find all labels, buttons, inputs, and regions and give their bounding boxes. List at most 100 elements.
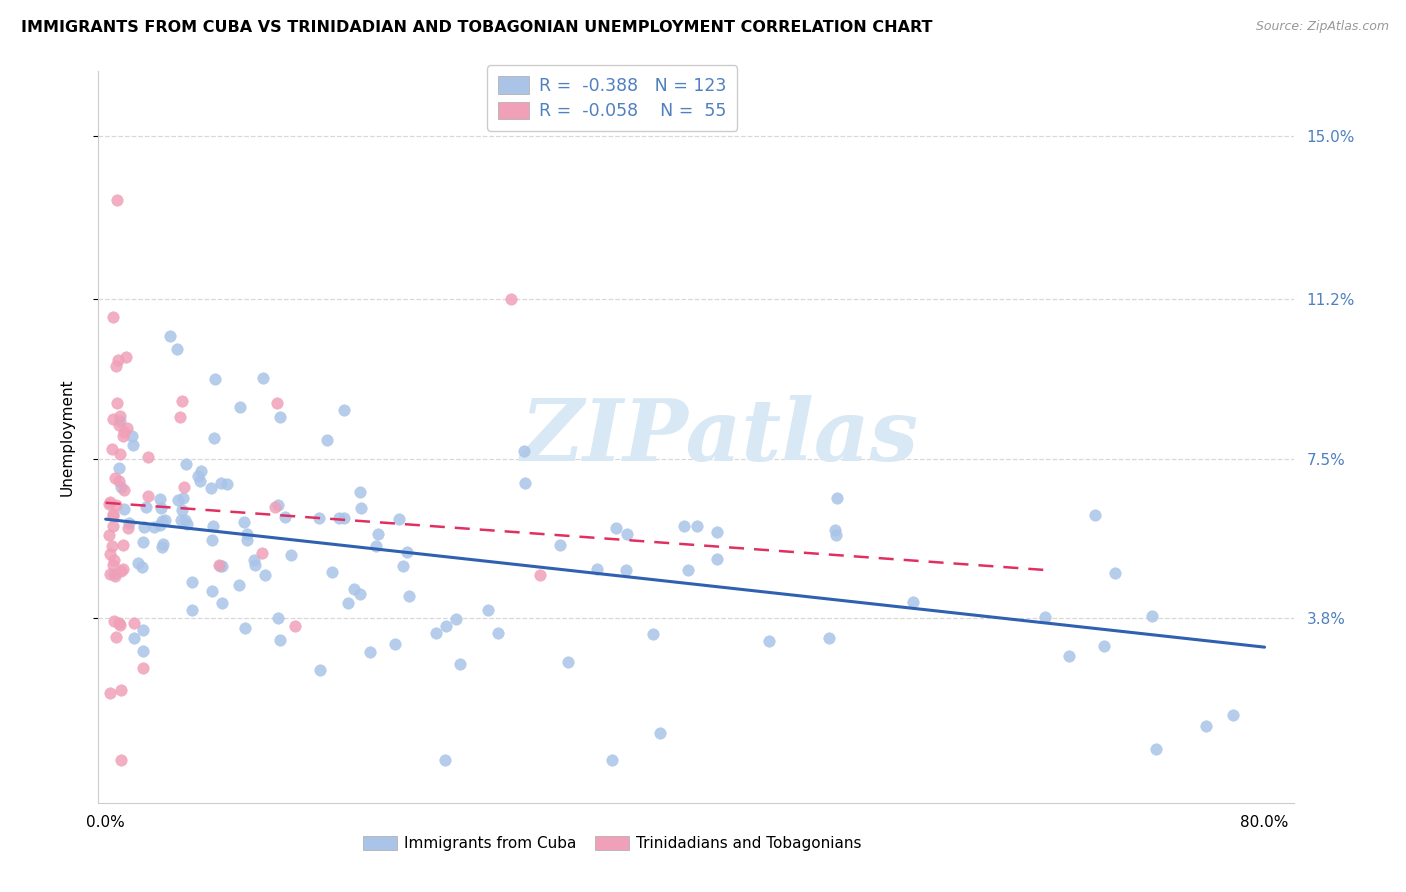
Point [104, 569, 127, 583]
Point [236, 526, 259, 541]
Point [104, 499, 127, 513]
Point [108, 616, 131, 631]
Point [200, 481, 222, 495]
Point [105, 194, 128, 208]
Point [103, 614, 125, 628]
Point [98, 497, 121, 511]
Point [359, 645, 381, 659]
Point [209, 476, 232, 491]
Point [706, 551, 728, 566]
Point [321, 566, 343, 580]
Point [149, 518, 172, 533]
Point [101, 442, 124, 456]
Point [98, 527, 121, 541]
Point [111, 538, 134, 552]
Point [132, 644, 155, 658]
Point [132, 661, 155, 675]
Point [1144, 742, 1167, 756]
Point [204, 372, 226, 386]
Point [513, 444, 536, 458]
Point [211, 596, 233, 610]
Point [98, 548, 121, 562]
Point [121, 429, 143, 443]
Point [233, 621, 256, 635]
Point [614, 563, 637, 577]
Point [686, 519, 709, 533]
Text: ZIPatlas: ZIPatlas [520, 395, 920, 479]
Point [332, 403, 354, 417]
Point [398, 590, 420, 604]
Point [150, 541, 173, 555]
Point [103, 507, 125, 521]
Point [112, 425, 135, 440]
Point [174, 457, 197, 471]
Point [229, 400, 252, 414]
Point [110, 447, 132, 461]
Point [101, 558, 124, 573]
Point [169, 513, 191, 527]
Point [131, 560, 153, 574]
Point [136, 450, 159, 464]
Point [121, 438, 143, 452]
Point [676, 563, 699, 577]
Point [104, 359, 127, 374]
Point [706, 524, 728, 539]
Point [274, 509, 297, 524]
Point [124, 615, 146, 630]
Point [328, 510, 350, 524]
Point [110, 480, 132, 494]
Point [250, 546, 273, 560]
Point [367, 527, 389, 541]
Point [104, 630, 127, 644]
Point [135, 500, 157, 514]
Point [233, 515, 256, 529]
Point [425, 626, 447, 640]
Point [172, 491, 194, 505]
Point [187, 469, 209, 483]
Point [211, 559, 233, 574]
Point [110, 564, 132, 578]
Point [170, 503, 193, 517]
Point [513, 475, 536, 490]
Point [180, 603, 202, 617]
Point [316, 434, 339, 448]
Point [143, 520, 166, 534]
Point [243, 558, 266, 573]
Point [648, 726, 671, 740]
Point [149, 491, 172, 506]
Point [1084, 508, 1107, 522]
Point [1104, 566, 1126, 580]
Point [111, 429, 134, 443]
Point [825, 491, 848, 506]
Point [446, 612, 468, 626]
Point [110, 753, 132, 767]
Point [280, 548, 302, 562]
Point [308, 511, 330, 525]
Point [1222, 707, 1244, 722]
Point [173, 513, 195, 527]
Point [98, 495, 121, 509]
Point [605, 521, 627, 535]
Point [112, 502, 135, 516]
Point [267, 498, 290, 512]
Point [190, 464, 212, 478]
Point [202, 431, 225, 445]
Point [103, 567, 125, 582]
Point [266, 396, 288, 410]
Point [254, 568, 277, 582]
Point [337, 596, 360, 610]
Y-axis label: Unemployment: Unemployment [60, 378, 75, 496]
Point [136, 489, 159, 503]
Text: IMMIGRANTS FROM CUBA VS TRINIDADIAN AND TOBAGONIAN UNEMPLOYMENT CORRELATION CHAR: IMMIGRANTS FROM CUBA VS TRINIDADIAN AND … [21, 20, 932, 35]
Point [1142, 608, 1164, 623]
Point [173, 480, 195, 494]
Point [342, 582, 364, 596]
Point [108, 417, 131, 432]
Point [108, 618, 131, 632]
Point [308, 663, 330, 677]
Point [672, 519, 695, 533]
Point [486, 626, 509, 640]
Point [264, 500, 287, 515]
Point [108, 475, 131, 489]
Point [349, 484, 371, 499]
